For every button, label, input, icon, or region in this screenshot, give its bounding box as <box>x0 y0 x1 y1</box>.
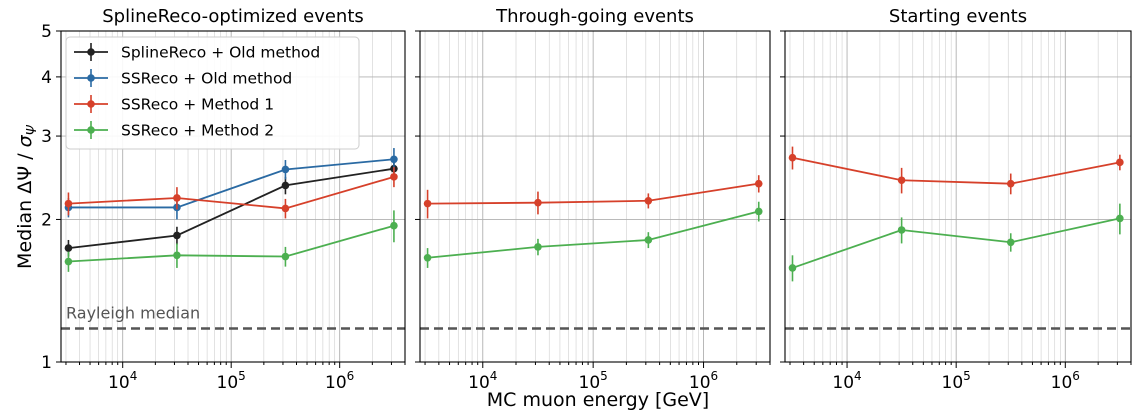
legend-item: SSReco + Old method <box>74 69 292 88</box>
y-tick-label: 1 <box>41 353 52 373</box>
x-tick-label: 105 <box>942 369 971 393</box>
panel-title: Through-going events <box>495 6 694 27</box>
data-point <box>1006 179 1015 188</box>
data-point <box>754 179 763 188</box>
data-point <box>1006 238 1015 247</box>
series-ssreco-method-1 <box>788 146 1124 195</box>
legend-swatch-marker <box>87 74 95 82</box>
x-tick-label: 106 <box>325 369 354 393</box>
data-point <box>644 196 653 205</box>
panel-3: 104 105 106 Starting events <box>780 6 1132 393</box>
data-point <box>897 176 906 185</box>
x-tick-label: 106 <box>689 369 718 393</box>
data-point <box>534 198 542 207</box>
x-tick-label: 105 <box>579 369 608 393</box>
data-point <box>423 253 432 262</box>
legend-swatch-marker <box>87 100 95 108</box>
series-line <box>427 182 759 205</box>
series-line <box>68 224 395 263</box>
data-point <box>281 165 290 174</box>
data-point <box>173 231 181 240</box>
panel-title: Starting events <box>889 6 1027 27</box>
series-ssreco-method-2 <box>788 203 1124 282</box>
x-tick-label: 104 <box>468 369 497 393</box>
legend-item: SSReco + Method 1 <box>74 95 274 114</box>
x-tick-label: 105 <box>217 369 246 393</box>
data-point <box>281 204 290 213</box>
data-point <box>64 257 73 266</box>
data-point <box>788 264 797 272</box>
data-point <box>423 199 432 208</box>
data-point <box>390 155 398 164</box>
data-point <box>64 244 73 252</box>
data-point <box>281 181 290 190</box>
x-tick-label: 104 <box>108 369 137 393</box>
data-point <box>173 194 181 202</box>
data-point <box>281 252 290 261</box>
data-point <box>754 207 763 216</box>
series-line <box>68 167 395 249</box>
series-ssreco-method-1 <box>423 175 763 219</box>
y-tick-label: 3 <box>41 127 52 147</box>
data-point <box>1116 214 1124 223</box>
legend: SplineReco + Old method SSReco + Old meth… <box>65 36 360 150</box>
series-line <box>68 158 395 209</box>
series-ssreco-method-1 <box>64 167 398 219</box>
x-tick-label: 106 <box>1051 369 1080 393</box>
data-point <box>897 226 906 234</box>
series-ssreco-method-2 <box>423 201 763 268</box>
panel-frame <box>784 30 1132 363</box>
data-point <box>788 153 797 162</box>
legend-item: SplineReco + Old method <box>74 43 320 62</box>
data-point <box>1116 158 1124 167</box>
y-tick-label: 4 <box>41 68 52 88</box>
series-ssreco-method-2 <box>64 210 398 272</box>
y-tick-label: 2 <box>41 210 52 230</box>
data-point <box>534 243 542 251</box>
panel-frame <box>419 30 771 363</box>
y-tick-label: 5 <box>41 22 52 42</box>
panel-frame <box>60 30 406 363</box>
data-point <box>644 236 653 244</box>
panel-2: 104 105 106 Through-going events <box>415 6 771 393</box>
legend-label: SSReco + Method 2 <box>121 122 274 140</box>
legend-swatch-marker <box>87 126 95 134</box>
series-line <box>792 217 1121 269</box>
series-line <box>68 176 395 210</box>
data-point <box>64 199 73 208</box>
data-point <box>390 221 398 230</box>
legend-swatch-marker <box>87 48 95 56</box>
y-axis-label: Median ΔΨ / σΨ <box>14 124 40 269</box>
legend-box <box>65 36 360 150</box>
series-line <box>792 156 1121 185</box>
data-point <box>173 251 181 260</box>
x-tick-label: 104 <box>832 369 861 393</box>
data-point <box>390 173 398 181</box>
reference-label: Rayleigh median <box>66 303 200 322</box>
legend-label: SSReco + Method 1 <box>121 96 274 114</box>
panel-title: SplineReco-optimized events <box>102 6 364 27</box>
x-axis-label: MC muon energy [GeV] <box>487 389 709 411</box>
legend-label: SplineReco + Old method <box>121 44 320 62</box>
series-line <box>427 210 759 259</box>
panel-1: 1 2 3 4 5 104 105 106 SplineReco-optimized event… <box>41 6 406 393</box>
legend-item: SSReco + Method 2 <box>74 121 274 140</box>
legend-label: SSReco + Old method <box>121 70 292 88</box>
